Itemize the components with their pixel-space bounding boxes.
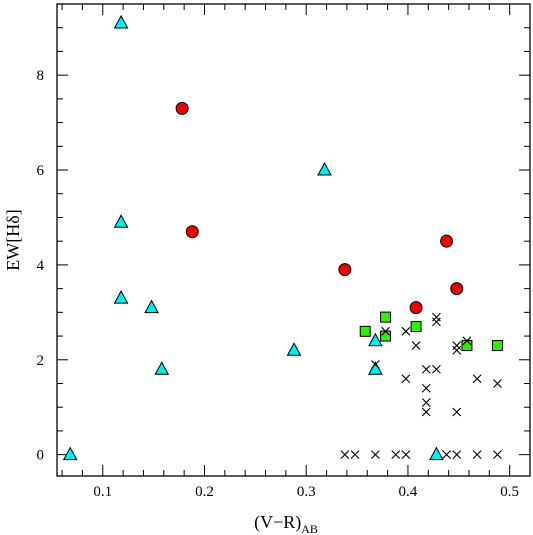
circle-marker [175,101,189,115]
triangle-marker [113,290,129,304]
cross-marker [421,383,431,393]
circle-marker [440,234,454,248]
x-tick-label: 0.1 [93,484,112,500]
square-marker [359,325,371,337]
cross-marker [432,317,441,327]
cross-marker [442,450,451,460]
x-tick-label: 0.5 [500,484,519,500]
y-tick-label: 8 [37,68,45,84]
triangle-marker [144,299,159,314]
cross-marker [432,312,441,322]
x-tick-label: 0.2 [195,484,214,500]
triangle-marker [368,332,383,347]
triangle-marker [113,14,129,29]
triangle-marker [113,214,129,228]
square-marker [410,321,422,333]
y-tick-label: 4 [37,258,45,274]
square-marker [491,340,503,352]
square-marker [461,340,473,352]
cross-marker [432,364,441,374]
circle-marker [409,301,423,315]
triangle-marker [317,161,332,176]
circle-marker [338,263,352,277]
cross-marker [381,326,390,336]
cross-marker [493,450,502,460]
y-tick-label: 6 [37,163,45,179]
y-tick-label: 0 [37,448,45,464]
circle-marker [450,282,464,296]
square-marker [380,330,392,342]
square-marker [380,311,392,323]
cross-marker [401,374,411,384]
x-axis-title-subscript: AB [301,522,318,535]
circle-marker [185,225,199,239]
data-markers [62,14,503,461]
cross-marker [452,450,462,460]
cross-marker [421,398,431,407]
cross-marker [421,407,431,417]
cross-marker [472,450,482,460]
cross-marker [370,360,380,369]
y-axis-title: EW[Hδ] [3,209,23,270]
cross-marker [350,450,360,460]
cross-marker [452,341,462,350]
axis-ticks [57,3,531,476]
y-tick-label: 2 [37,353,45,369]
triangle-marker [286,342,302,356]
cross-marker [340,450,350,460]
cross-marker [452,345,462,355]
cross-marker [391,450,401,460]
cross-marker [462,336,472,346]
triangle-marker [429,446,444,461]
cross-marker [401,326,411,336]
plot-frame [56,3,531,477]
cross-marker [370,450,380,460]
tick-labels: 0.1 0.2 0.3 0.4 0.5 0 2 4 6 8 [37,68,520,500]
triangle-marker [62,446,78,461]
cross-marker [411,341,421,350]
cross-marker [421,364,431,374]
x-tick-label: 0.3 [297,484,316,500]
triangle-marker [154,361,170,375]
cross-marker [452,407,462,417]
x-tick-label: 0.4 [399,484,418,500]
cross-marker [493,379,502,388]
x-axis-title: (V−R)AB [254,512,318,535]
x-axis-title-main: (V−R) [254,512,301,533]
cross-marker [472,374,482,384]
cross-marker [401,450,411,460]
